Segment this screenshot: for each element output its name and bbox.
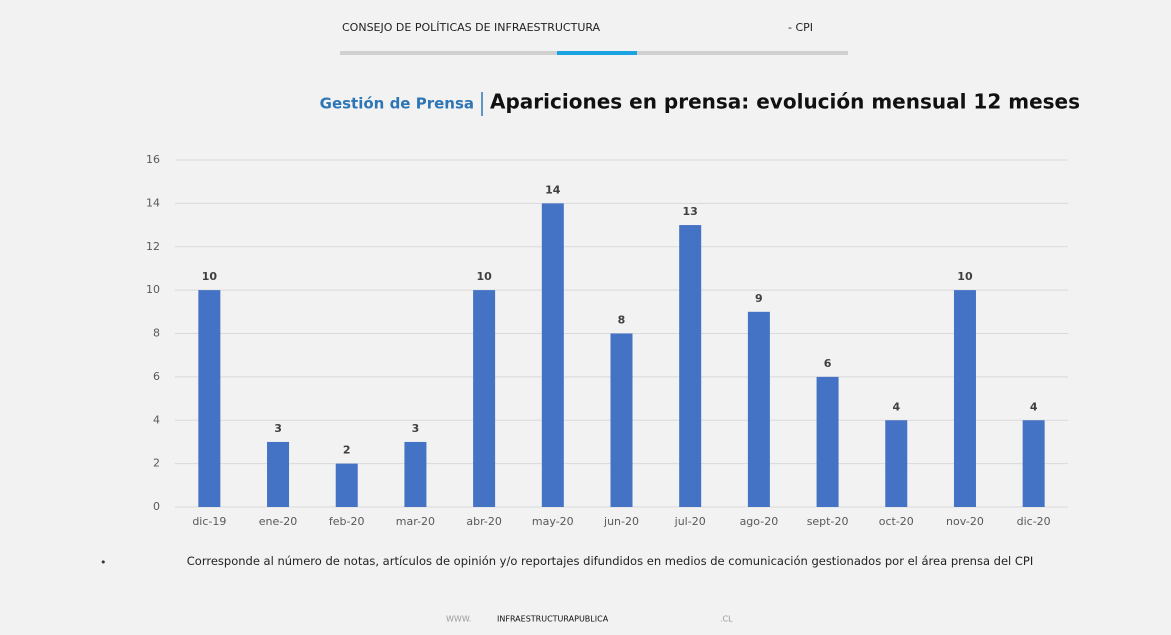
bar [953, 290, 976, 507]
value-label: 3 [274, 422, 282, 435]
footer-prefix: WWW. [446, 615, 471, 624]
x-tick-label: mar-20 [396, 515, 435, 528]
x-tick-label: oct-20 [879, 515, 914, 528]
value-label: 3 [412, 422, 420, 435]
acronym: - CPI [788, 21, 813, 34]
value-label: 10 [202, 270, 218, 283]
note-box: Corresponde al número de notas, artículo… [186, 554, 1034, 568]
value-label: 14 [545, 183, 561, 196]
x-tick-label: ene-20 [259, 515, 297, 528]
value-label: 8 [618, 314, 626, 327]
x-tick-label: nov-20 [946, 515, 984, 528]
x-tick-label: dic-20 [1017, 515, 1051, 528]
x-tick-label: jul-20 [674, 515, 706, 528]
x-tick-label: feb-20 [329, 515, 365, 528]
bar [610, 333, 633, 507]
y-tick-label: 14 [146, 196, 160, 209]
x-tick-label: sept-20 [807, 515, 849, 528]
x-tick-label: jun-20 [603, 515, 639, 528]
y-tick-label: 6 [153, 370, 160, 383]
note-bullet: • [100, 556, 107, 569]
note-text: Corresponde al número de notas, artículo… [186, 554, 1034, 568]
value-label: 13 [683, 205, 698, 218]
y-tick-label: 10 [146, 283, 160, 296]
bar [198, 290, 221, 507]
bar [404, 441, 427, 507]
header-accent [557, 51, 637, 55]
bar [473, 290, 496, 507]
bar [747, 311, 770, 507]
organization: CONSEJO DE POLÍTICAS DE INFRAESTRUCTURA [342, 21, 601, 34]
bar [885, 420, 908, 507]
value-label: 2 [343, 444, 351, 457]
x-tick-label: dic-19 [192, 515, 226, 528]
bar [541, 203, 564, 507]
value-label: 10 [957, 270, 973, 283]
y-tick-label: 2 [153, 457, 160, 470]
bar [679, 225, 702, 507]
value-label: 4 [892, 400, 900, 413]
x-tick-label: abr-20 [466, 515, 502, 528]
y-tick-label: 12 [146, 240, 160, 253]
value-label: 9 [755, 292, 763, 305]
chart-title: Apariciones en prensa: evolución mensual… [490, 90, 1080, 114]
value-label: 4 [1030, 400, 1038, 413]
bar [816, 376, 839, 507]
x-tick-label: may-20 [532, 515, 574, 528]
y-tick-label: 0 [153, 500, 160, 513]
x-tick-label: ago-20 [740, 515, 779, 528]
bar [267, 441, 290, 507]
section-title: Gestión de Prensa [320, 95, 474, 113]
y-tick-label: 16 [146, 153, 160, 166]
value-label: 10 [476, 270, 492, 283]
bar [1022, 420, 1045, 507]
footer-domain: INFRAESTRUCTURAPUBLICA [497, 615, 609, 624]
value-label: 6 [824, 357, 832, 370]
y-tick-label: 4 [153, 413, 160, 426]
bar [335, 463, 358, 507]
footer-suffix: .CL [720, 615, 733, 624]
y-tick-label: 8 [153, 327, 160, 340]
